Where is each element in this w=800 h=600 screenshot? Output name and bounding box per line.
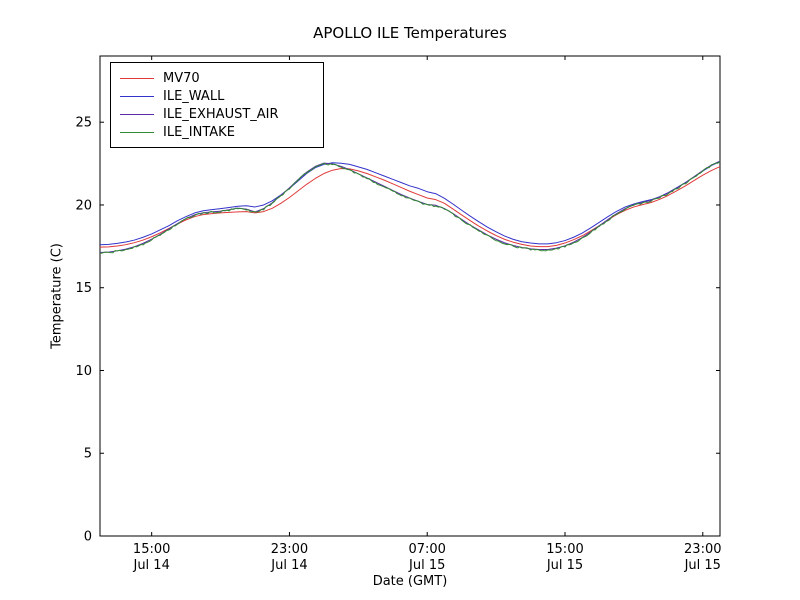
x-tick-label-date: Jul 15 xyxy=(546,558,583,573)
x-axis-label: Date (GMT) xyxy=(372,574,448,589)
x-tick-label-time: 15:00 xyxy=(546,542,583,557)
y-tick-label: 25 xyxy=(75,116,92,131)
x-tick-label-date: Jul 15 xyxy=(684,558,721,573)
legend-label: ILE_INTAKE xyxy=(163,124,235,140)
legend-line-sample xyxy=(120,113,154,115)
y-tick-label: 5 xyxy=(84,447,92,462)
series-ILE_WALL xyxy=(99,161,721,246)
y-axis-label: Temperature (C) xyxy=(49,243,65,349)
legend-label: MV70 xyxy=(163,70,200,86)
x-tick-label-time: 07:00 xyxy=(408,542,445,557)
y-tick-label: 10 xyxy=(75,364,92,379)
axes-frame xyxy=(99,55,721,537)
legend: MV70 ILE_WALL ILE_EXHAUST_AIR ILE_INTAKE xyxy=(110,62,324,148)
legend-item: ILE_EXHAUST_AIR xyxy=(120,105,279,123)
x-tick-label-time: 15:00 xyxy=(133,542,170,557)
legend-line-sample xyxy=(120,77,154,79)
y-tick-label: 20 xyxy=(75,198,92,213)
x-tick-label-date: Jul 15 xyxy=(408,558,445,573)
x-tick-label-date: Jul 14 xyxy=(132,558,169,573)
series-ILE_INTAKE xyxy=(99,160,721,254)
legend-line-sample xyxy=(120,131,154,133)
legend-label: ILE_EXHAUST_AIR xyxy=(163,106,279,122)
legend-label: ILE_WALL xyxy=(163,88,225,104)
y-tick-label: 15 xyxy=(75,281,92,296)
chart-title: APOLLO ILE Temperatures xyxy=(313,24,507,42)
x-tick-label-date: Jul 14 xyxy=(270,558,307,573)
legend-item: MV70 xyxy=(120,69,279,87)
legend-item: ILE_WALL xyxy=(120,87,279,105)
x-tick-label-time: 23:00 xyxy=(271,542,308,557)
y-tick-label: 0 xyxy=(84,530,92,545)
legend-item: ILE_INTAKE xyxy=(120,123,279,141)
x-tick-label-time: 23:00 xyxy=(684,542,721,557)
legend-line-sample xyxy=(120,95,154,97)
